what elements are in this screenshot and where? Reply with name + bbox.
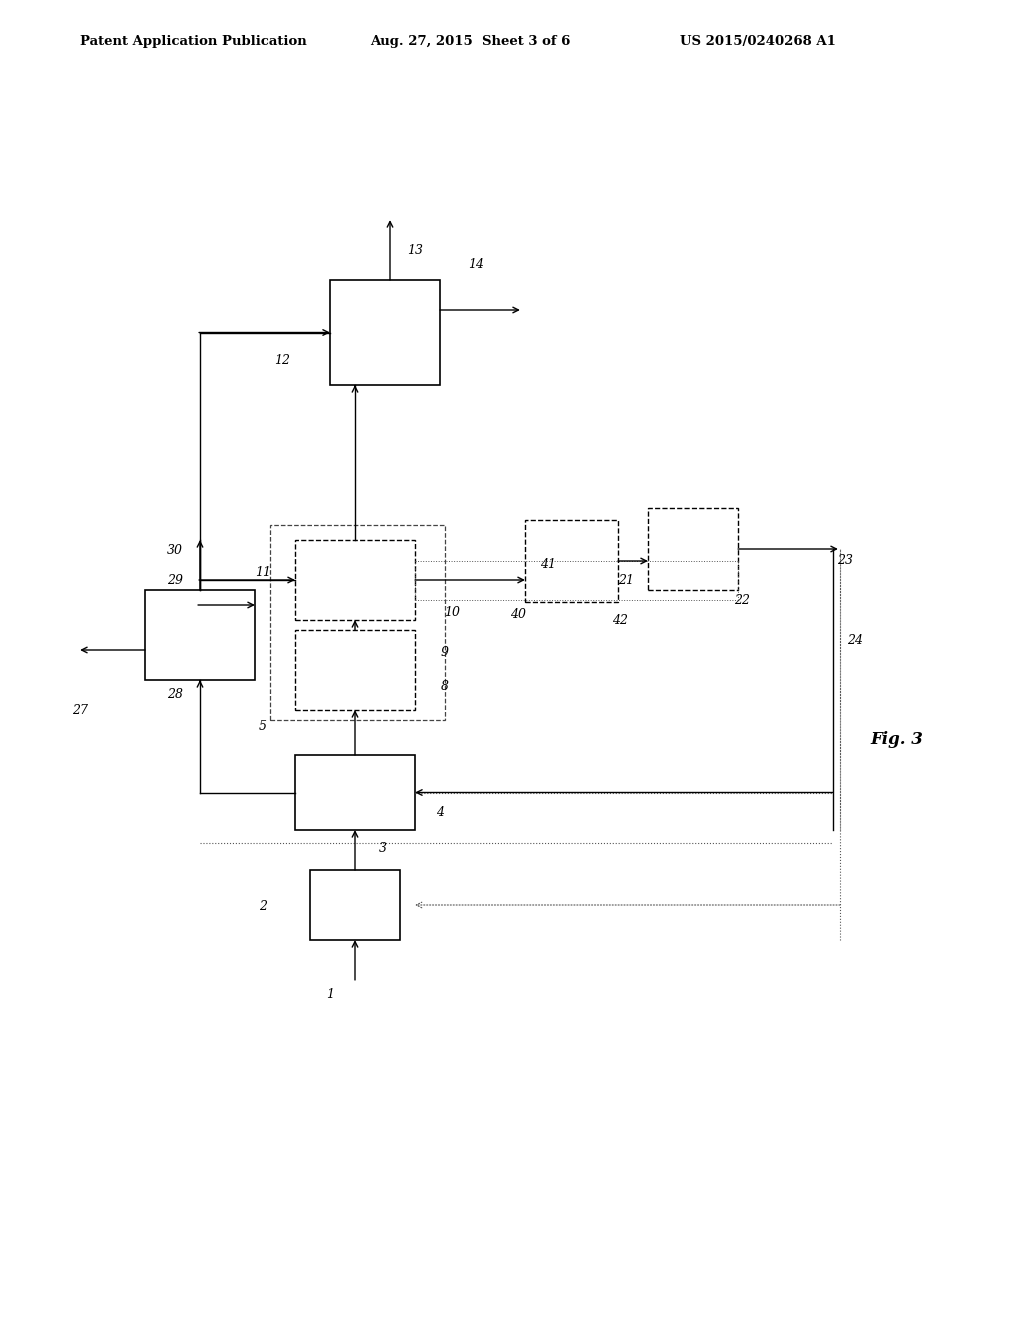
Text: 14: 14: [468, 259, 484, 272]
Bar: [270, 525, 445, 719]
Bar: [295, 755, 415, 830]
Text: 8: 8: [441, 681, 449, 693]
Text: 1: 1: [326, 989, 334, 1002]
Bar: [648, 508, 738, 590]
Text: 13: 13: [407, 243, 423, 256]
Text: 5: 5: [259, 721, 267, 734]
Text: 2: 2: [259, 900, 267, 913]
Text: 10: 10: [444, 606, 460, 619]
Text: 40: 40: [510, 609, 526, 622]
Text: 41: 41: [540, 557, 556, 570]
Text: 3: 3: [379, 842, 387, 854]
Text: 42: 42: [612, 614, 628, 627]
Text: 30: 30: [167, 544, 183, 557]
Text: 11: 11: [255, 565, 271, 578]
Bar: [295, 540, 415, 620]
Text: Patent Application Publication: Patent Application Publication: [80, 36, 307, 48]
Text: 23: 23: [837, 553, 853, 566]
Bar: [525, 520, 618, 602]
Bar: [145, 590, 255, 680]
Bar: [310, 870, 400, 940]
Bar: [295, 630, 415, 710]
Text: Aug. 27, 2015  Sheet 3 of 6: Aug. 27, 2015 Sheet 3 of 6: [370, 36, 570, 48]
Text: Fig. 3: Fig. 3: [870, 731, 923, 748]
Text: US 2015/0240268 A1: US 2015/0240268 A1: [680, 36, 836, 48]
Text: 28: 28: [167, 689, 183, 701]
Text: 24: 24: [847, 634, 863, 647]
Text: 29: 29: [167, 573, 183, 586]
Bar: [330, 280, 440, 385]
Text: 9: 9: [441, 647, 449, 660]
Text: 22: 22: [734, 594, 750, 606]
Text: 12: 12: [274, 354, 290, 367]
Text: 4: 4: [436, 807, 444, 820]
Text: 27: 27: [72, 704, 88, 717]
Text: 21: 21: [618, 573, 634, 586]
